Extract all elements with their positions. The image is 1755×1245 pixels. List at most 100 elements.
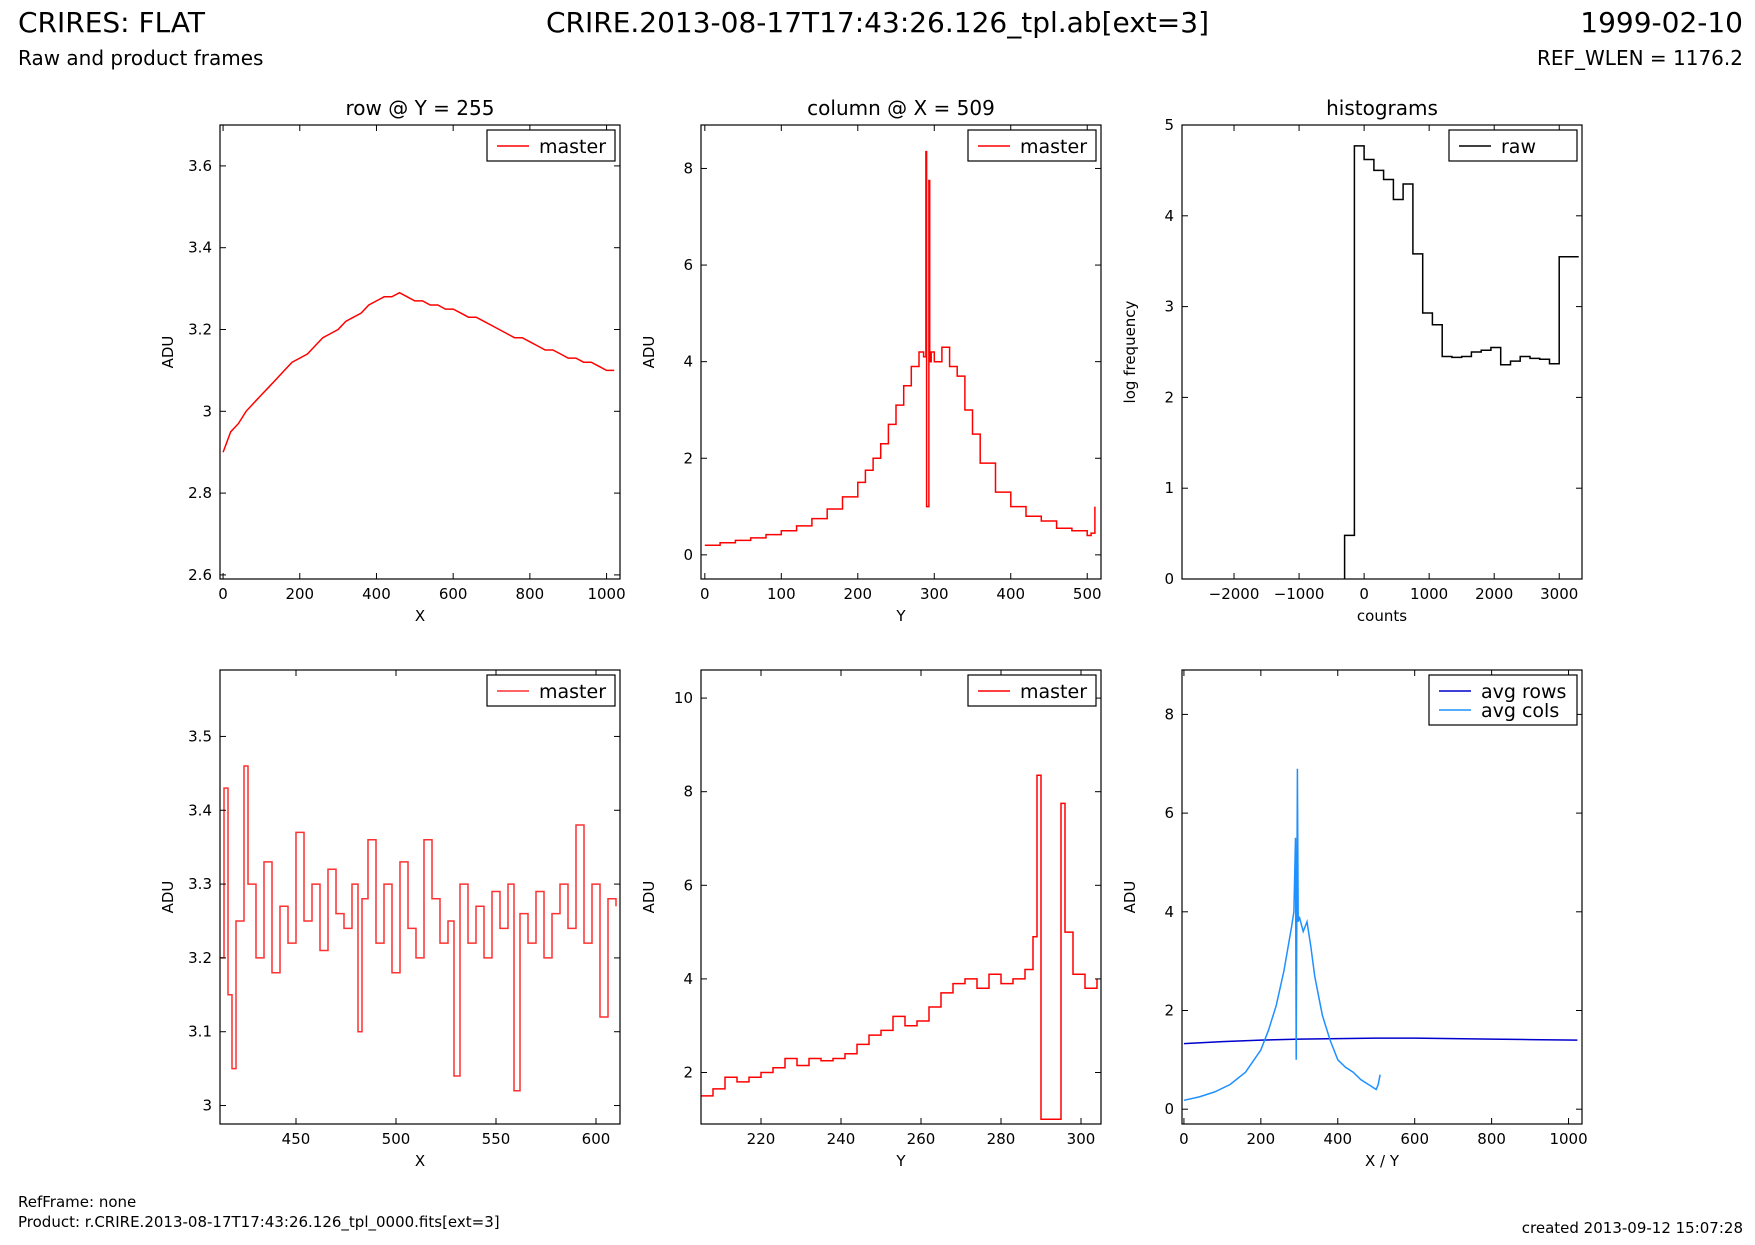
x-tick-label: 0 (1179, 1130, 1189, 1148)
x-tick-label: 450 (282, 1130, 311, 1148)
series-line-avg-cols (1183, 768, 1381, 1102)
filename-title: CRIRE.2013-08-17T17:43:26.126_tpl.ab[ext… (545, 6, 1209, 39)
legend: raw (1448, 129, 1578, 162)
y-tick-label: 3.5 (188, 727, 212, 745)
x-tick-label: −1000 (1274, 585, 1325, 603)
y-tick-label: 5 (1164, 116, 1174, 134)
sub-title: Raw and product frames (18, 46, 264, 70)
x-tick-label: 2000 (1475, 585, 1513, 603)
legend: master (967, 674, 1097, 707)
series-line-avg-rows (1183, 1037, 1578, 1045)
legend: master (486, 129, 616, 162)
ref-wlen-label: REF_WLEN = 1176.2 (1536, 46, 1743, 70)
y-tick-label: 0 (1164, 1100, 1174, 1118)
y-tick-label: 3 (202, 402, 212, 420)
x-tick-label: 1000 (587, 585, 625, 603)
created-label: created 2013-09-12 15:07:28 (1521, 1219, 1743, 1237)
column-plot: 0 100 200 300 400 500 0 2 4 6 8 column @ X = 509 Y AD… (640, 96, 1102, 625)
plot-frame (700, 124, 1102, 580)
y-tick-label: 3 (202, 1097, 212, 1115)
x-tick-label: 400 (362, 585, 391, 603)
series-line-master (220, 765, 617, 1092)
y-tick-label: 6 (1164, 804, 1174, 822)
x-tick-label: 200 (1247, 1130, 1276, 1148)
x-tick-label: 0 (1359, 585, 1369, 603)
row-zoom-plot: 450 500 550 600 3 3.1 3.2 3.3 3.4 3.5 X ADU master (159, 669, 621, 1170)
plot-frame (700, 669, 1102, 1125)
legend-entry: master (1020, 136, 1087, 158)
column-zoom-plot: 220 240 260 280 300 2 4 6 8 10 Y ADU master (640, 669, 1102, 1170)
plot-frame (219, 124, 621, 580)
y-tick-label: 2 (1164, 388, 1174, 406)
y-tick-label: 4 (683, 353, 693, 371)
x-tick-label: 500 (1073, 585, 1102, 603)
x-tick-label: 220 (747, 1130, 776, 1148)
x-tick-label: 260 (907, 1130, 936, 1148)
y-axis-label: log frequency (1121, 300, 1139, 403)
date-label: 1999-02-10 (1580, 6, 1743, 39)
y-tick-label: 3.2 (188, 321, 212, 339)
x-tick-label: 280 (987, 1130, 1016, 1148)
legend-entry: master (539, 681, 606, 703)
x-tick-label: 400 (996, 585, 1025, 603)
x-tick-label: 100 (767, 585, 796, 603)
x-axis-label: X (415, 607, 425, 625)
x-tick-label: 800 (1477, 1130, 1506, 1148)
y-tick-label: 8 (1164, 705, 1174, 723)
legend-entry: avg cols (1481, 700, 1559, 722)
y-tick-label: 2 (683, 1064, 693, 1082)
product-label: Product: r.CRIRE.2013-08-17T17:43:26.126… (18, 1213, 500, 1231)
y-tick-label: 2.8 (188, 484, 212, 502)
x-tick-label: 200 (843, 585, 872, 603)
y-axis-label: ADU (1121, 881, 1139, 914)
x-tick-label: 200 (285, 585, 314, 603)
x-axis-label: Y (895, 607, 906, 625)
plot-title: histograms (1326, 96, 1438, 120)
y-tick-label: 10 (674, 689, 693, 707)
legend-entry: master (1020, 681, 1087, 703)
y-axis-label: ADU (640, 336, 658, 369)
x-tick-label: 600 (1400, 1130, 1429, 1148)
legend-entry: avg rows (1481, 681, 1566, 703)
x-tick-label: 800 (516, 585, 545, 603)
x-tick-label: 0 (218, 585, 228, 603)
x-tick-label: 3000 (1540, 585, 1578, 603)
x-tick-label: 1000 (1549, 1130, 1587, 1148)
x-tick-label: 240 (827, 1130, 856, 1148)
averages-plot: 0 200 400 600 800 1000 0 2 4 6 8 X / Y ADU avg rowsav… (1121, 669, 1588, 1170)
y-tick-label: 3.4 (188, 239, 212, 257)
y-tick-label: 6 (683, 256, 693, 274)
x-tick-label: 600 (439, 585, 468, 603)
series-line-master (222, 291, 615, 453)
y-tick-label: 0 (1164, 570, 1174, 588)
y-axis-label: ADU (159, 336, 177, 369)
main-title: CRIRES: FLAT (18, 6, 205, 39)
plot-title: column @ X = 509 (807, 96, 995, 120)
legend-entry: master (539, 136, 606, 158)
legend-entry: raw (1501, 136, 1536, 158)
y-tick-label: 3.3 (188, 875, 212, 893)
y-tick-label: 8 (683, 159, 693, 177)
x-tick-label: 550 (482, 1130, 511, 1148)
x-tick-label: 300 (920, 585, 949, 603)
x-axis-label: X (415, 1152, 425, 1170)
x-tick-label: 300 (1067, 1130, 1096, 1148)
y-tick-label: 2 (683, 449, 693, 467)
plot-frame (219, 669, 621, 1125)
x-tick-label: −2000 (1209, 585, 1260, 603)
x-axis-label: counts (1357, 607, 1407, 625)
y-tick-label: 2.6 (188, 566, 212, 584)
series-line-raw (1343, 145, 1579, 579)
plot-frame (1181, 124, 1583, 580)
plot-frame (1181, 669, 1583, 1125)
x-tick-label: 500 (382, 1130, 411, 1148)
x-tick-label: 0 (700, 585, 710, 603)
x-tick-label: 1000 (1410, 585, 1448, 603)
legend: master (967, 129, 1097, 162)
row-plot: 0 200 400 600 800 1000 2.6 2.8 3 3.2 3.4 3.6 row @ Y… (159, 96, 626, 625)
x-tick-label: 400 (1323, 1130, 1352, 1148)
legend: master (486, 674, 616, 707)
plot-title: row @ Y = 255 (346, 96, 495, 120)
x-tick-label: 600 (582, 1130, 611, 1148)
